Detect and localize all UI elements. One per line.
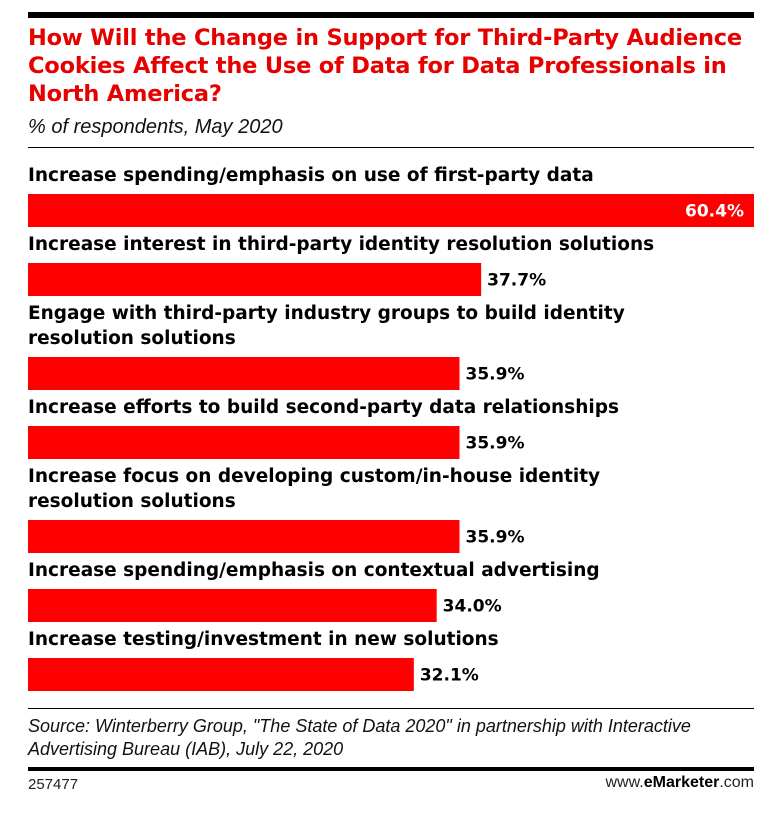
value-label: 34.0% <box>443 597 502 617</box>
top-rule <box>28 12 754 18</box>
chart-id: 257477 <box>28 776 79 793</box>
chart-subtitle: % of respondents, May 2020 <box>28 116 283 138</box>
brand-credit: www.eMarketer.com <box>605 774 754 792</box>
category-label: Increase spending/emphasis on use of fir… <box>28 165 594 186</box>
value-label: 32.1% <box>420 666 479 686</box>
footer-divider <box>28 708 754 709</box>
bar <box>28 357 460 390</box>
category-label: Increase interest in third-party identit… <box>28 234 654 255</box>
bar-chart: Increase spending/emphasis on use of fir… <box>28 165 754 691</box>
chart-title: How Will the Change in Support for Third… <box>28 25 742 107</box>
brand-name: eMarketer <box>643 774 720 791</box>
value-label: 60.4% <box>685 202 744 222</box>
bar <box>28 520 460 553</box>
value-label: 37.7% <box>487 271 546 291</box>
bottom-rule <box>28 767 754 771</box>
brand-suffix: .com <box>719 774 754 791</box>
category-label: Increase testing/investment in new solut… <box>28 629 499 650</box>
bar <box>28 194 754 227</box>
category-label: resolution solutions <box>28 491 236 512</box>
category-label: Increase efforts to build second-party d… <box>28 397 619 418</box>
brand-prefix: www. <box>605 774 644 791</box>
bar <box>28 263 482 296</box>
bar <box>28 426 460 459</box>
category-label: resolution solutions <box>28 328 236 349</box>
value-label: 35.9% <box>466 434 525 454</box>
category-label: Increase focus on developing custom/in-h… <box>28 466 600 487</box>
category-label: Increase spending/emphasis on contextual… <box>28 560 600 581</box>
bar <box>28 589 437 622</box>
category-label: Engage with third-party industry groups … <box>28 303 625 324</box>
header-divider <box>28 147 754 148</box>
value-label: 35.9% <box>466 365 525 385</box>
value-label: 35.9% <box>466 528 525 548</box>
bar <box>28 658 414 691</box>
source-note: Source: Winterberry Group, "The State of… <box>28 716 691 759</box>
